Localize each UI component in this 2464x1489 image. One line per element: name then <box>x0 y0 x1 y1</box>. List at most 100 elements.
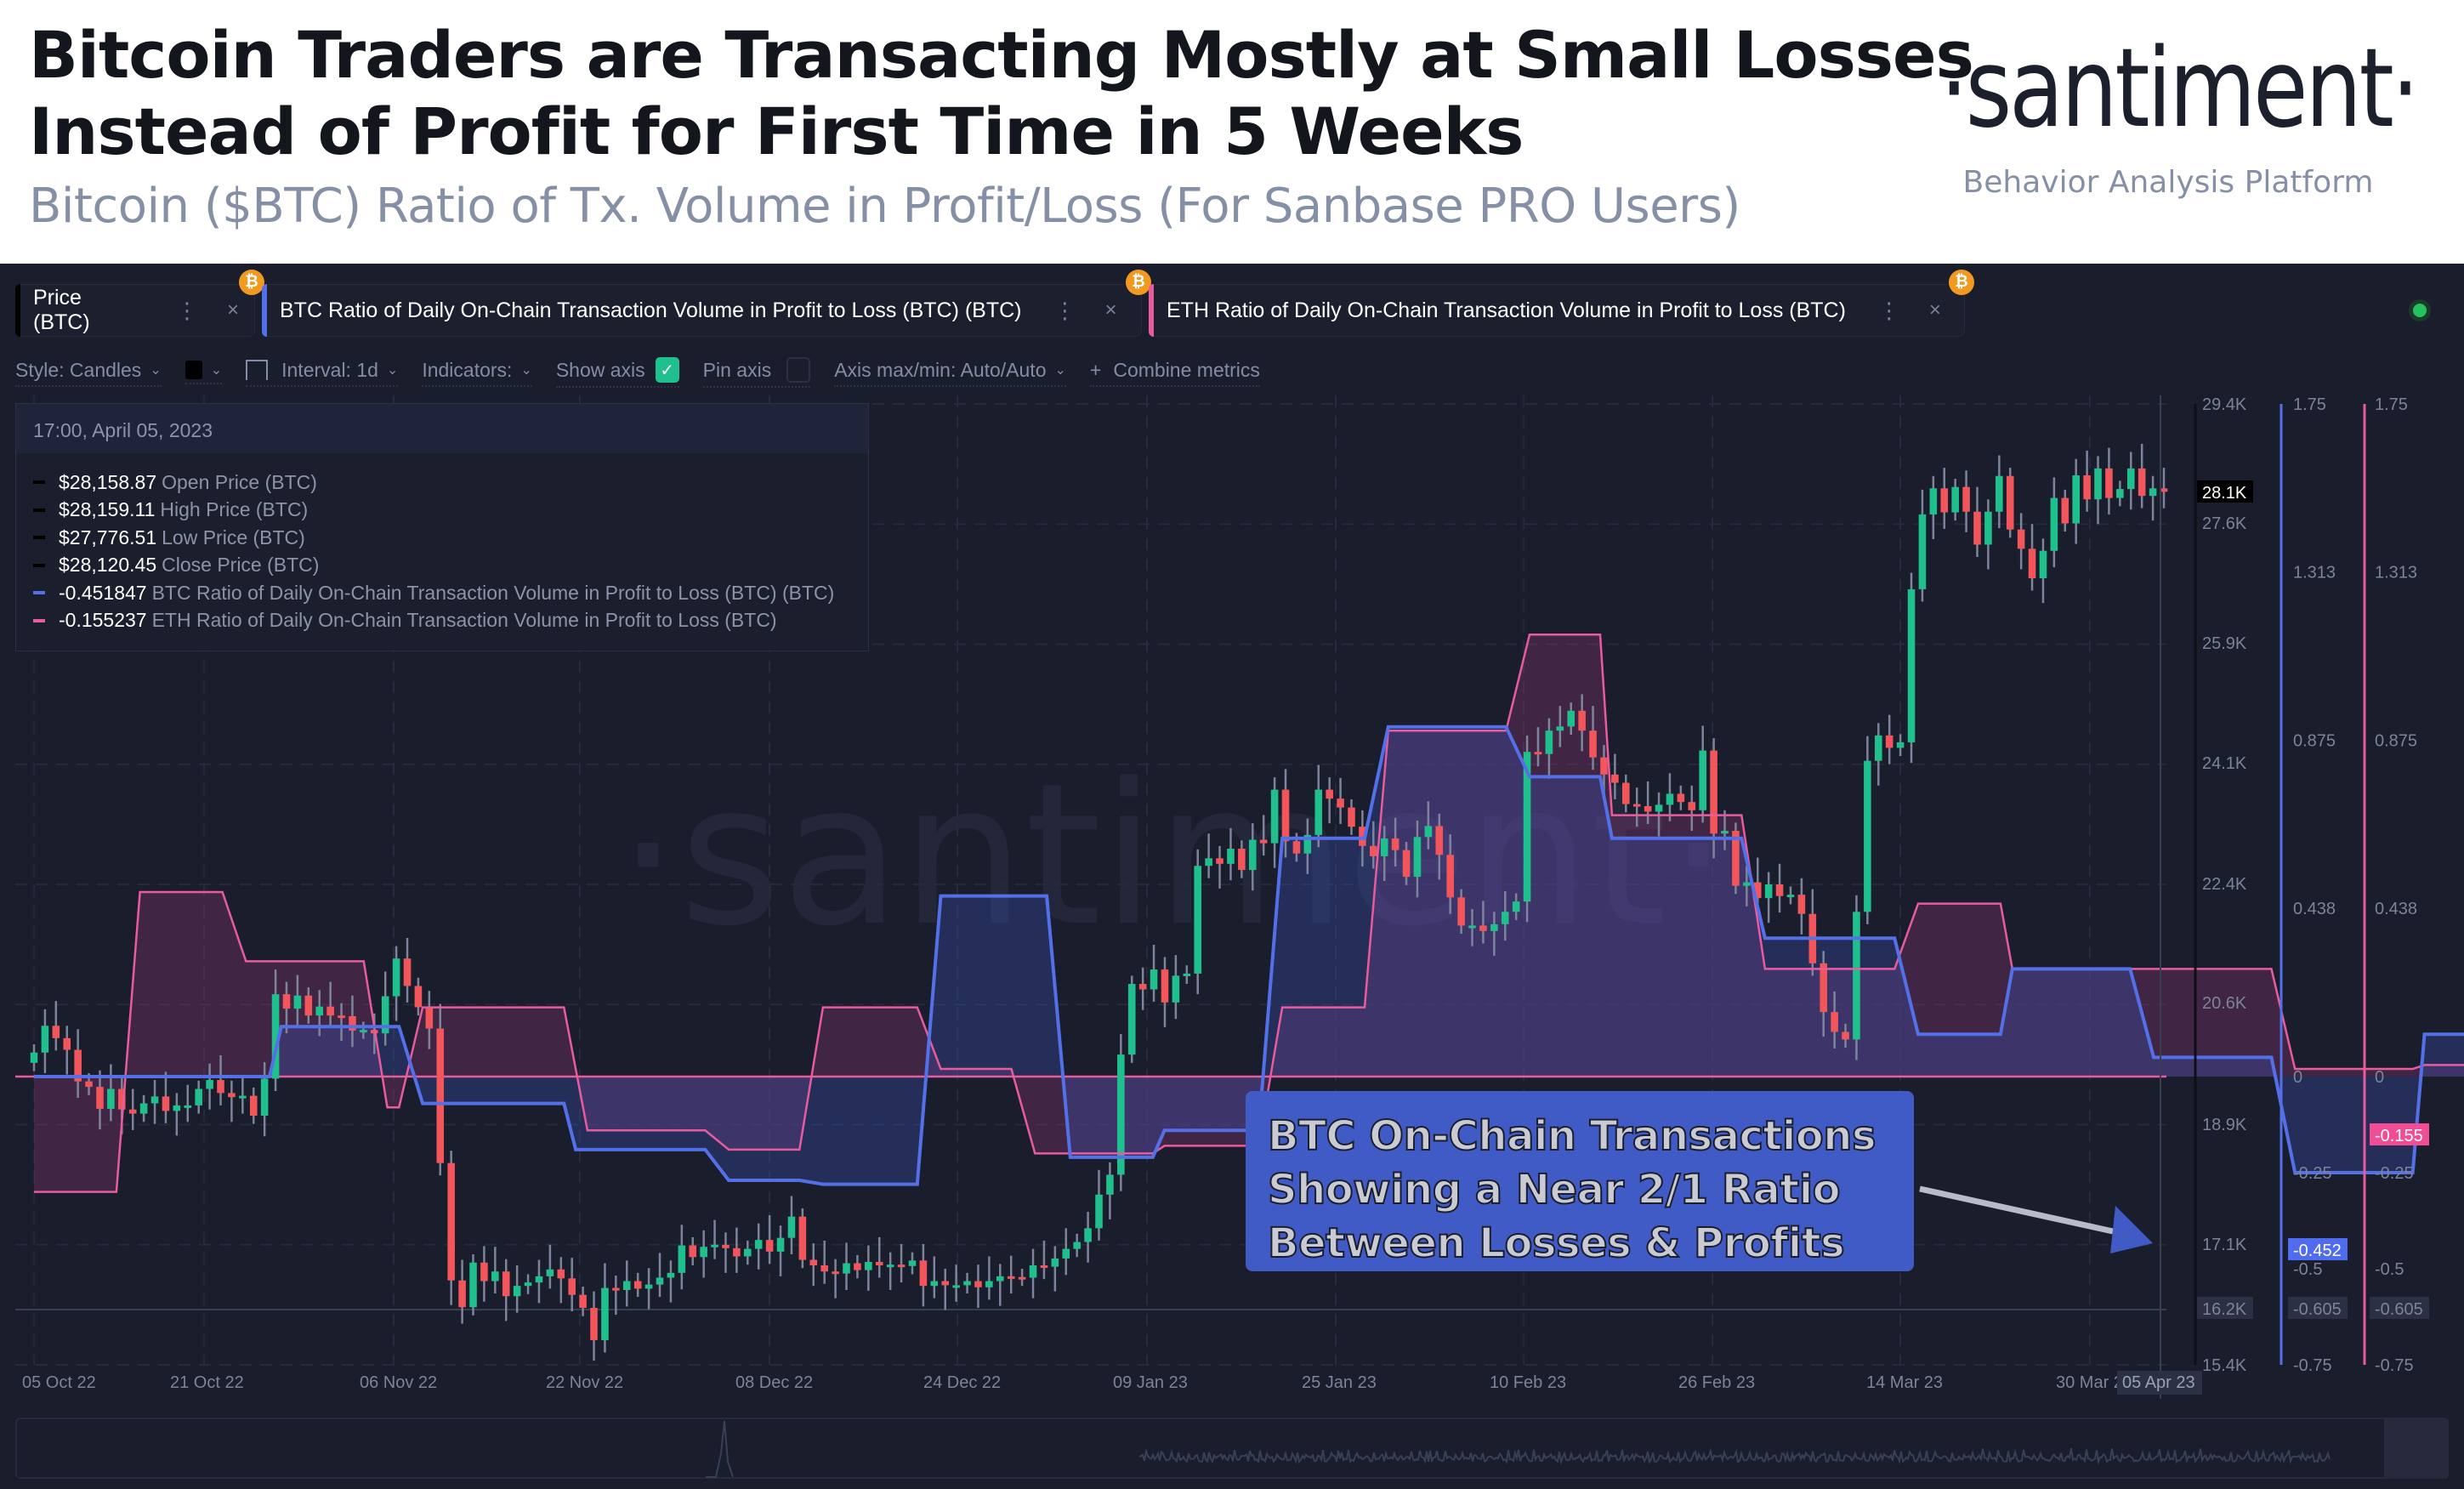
tab-accent <box>262 284 267 337</box>
headline-subtitle: Bitcoin ($BTC) Ratio of Tx. Volume in Pr… <box>29 179 1740 234</box>
candle-down <box>1326 789 1333 799</box>
candle-up <box>30 1052 38 1063</box>
tab-price-btc[interactable]: Price (BTC) ⋮ × ₿ <box>15 270 264 337</box>
candle-up <box>195 1088 202 1105</box>
tooltip-row: $28,159.11 High Price (BTC) <box>33 497 851 525</box>
candle-up <box>1062 1248 1070 1259</box>
annotation-line: Between Losses & Profits <box>1267 1219 1846 1268</box>
annotation-arrow-shaft <box>1919 1185 2114 1235</box>
eth-current-badge: -0.155 <box>2375 1127 2423 1145</box>
x-axis-highlight: 05 Apr 23 <box>2122 1373 2195 1392</box>
candle-up <box>1073 1242 1081 1249</box>
candle-up <box>1699 750 1706 810</box>
candle-up <box>1127 984 1136 1055</box>
btc-axis-tick: 0.438 <box>2293 900 2336 918</box>
candle-down <box>2061 497 2069 524</box>
candle-up <box>1545 730 1553 754</box>
candle-down <box>63 1037 71 1050</box>
candle-down <box>832 1271 839 1275</box>
candle-up <box>1183 973 1191 976</box>
candle-up <box>2116 489 2124 498</box>
navigator-window-handle[interactable] <box>2384 1419 2447 1479</box>
candle-down <box>162 1096 170 1111</box>
candle-up <box>1556 726 1564 731</box>
candle-down <box>2006 475 2014 530</box>
price-min-badge-bg <box>2197 1297 2253 1319</box>
candle-up <box>271 994 280 1079</box>
candle-up <box>1853 912 1860 1040</box>
x-axis-tick: 24 Dec 22 <box>923 1373 1001 1392</box>
candle-down <box>1611 774 1619 783</box>
watermark-text: ·santiment· <box>617 742 1729 969</box>
candle-up <box>491 1271 499 1282</box>
kebab-menu-icon[interactable]: ⋮ <box>1053 297 1076 323</box>
candle-up <box>1655 804 1663 812</box>
timeline-navigator[interactable] <box>15 1418 2449 1479</box>
candle-down <box>349 1015 356 1031</box>
candle-down <box>1589 730 1597 758</box>
candle-down <box>1732 831 1740 886</box>
navigator-line <box>1138 1447 2331 1465</box>
candle-down <box>919 1260 928 1287</box>
btc-axis-tick: 1.75 <box>2293 395 2326 414</box>
candle-down <box>1259 839 1268 844</box>
candle-up <box>952 1285 960 1288</box>
bitcoin-icon: ₿ <box>1126 270 1151 295</box>
close-icon[interactable]: × <box>1928 298 1941 321</box>
candle-up <box>644 1284 653 1289</box>
navigator-spike <box>706 1420 734 1478</box>
combine-metrics-button[interactable]: + Combine metrics <box>1089 359 1260 387</box>
candle-down <box>480 1262 488 1282</box>
tooltip-label: ETH Ratio of Daily On-Chain Transaction … <box>151 609 777 632</box>
price-axis-tick: 25.9K <box>2202 634 2247 653</box>
candle-down <box>820 1265 828 1272</box>
candle-up <box>930 1281 939 1287</box>
series-area <box>34 726 2464 1185</box>
pin-axis-label: Pin axis <box>702 358 772 381</box>
color-picker[interactable]: ⌄ <box>185 361 223 384</box>
close-icon[interactable]: × <box>1104 298 1117 321</box>
kebab-menu-icon[interactable]: ⋮ <box>1877 297 1900 323</box>
btc-min-badge-bg <box>2288 1297 2348 1319</box>
interval-dropdown[interactable]: Interval: 1d ⌄ <box>246 359 399 387</box>
tab-btc-ratio[interactable]: BTC Ratio of Daily On-Chain Transaction … <box>262 270 1151 337</box>
candle-down <box>1457 897 1465 926</box>
tab-label: Price (BTC) <box>33 286 90 334</box>
close-icon[interactable]: × <box>226 298 239 321</box>
candle-up <box>293 995 302 1009</box>
candle-up <box>1303 834 1312 854</box>
candle-up <box>392 958 400 997</box>
candle-down <box>1973 511 1981 545</box>
candle-up <box>1095 1194 1103 1229</box>
tooltip-row: $27,776.51 Low Price (BTC) <box>33 524 851 552</box>
kebab-menu-icon[interactable]: ⋮ <box>175 297 198 323</box>
x-axis-tick: 21 Oct 22 <box>170 1373 244 1392</box>
candle-down <box>1797 895 1806 914</box>
tab-eth-ratio[interactable]: ETH Ratio of Daily On-Chain Transaction … <box>1149 270 1974 337</box>
candle-up <box>1743 882 1751 886</box>
x-axis-tick: 05 Oct 22 <box>22 1373 96 1392</box>
annotation-line: BTC On-Chain Transactions <box>1267 1111 1877 1161</box>
candle-up <box>667 1272 675 1278</box>
style-dropdown[interactable]: Style: Candles ⌄ <box>15 359 162 387</box>
chart-settings-bar: Style: Candles ⌄ ⌄ Interval: 1d ⌄ Indica… <box>15 355 1284 389</box>
price-axis-tick: 15.4K <box>2202 1356 2247 1375</box>
show-axis-toggle[interactable]: Show axis ✓ <box>555 357 679 388</box>
candle-up <box>150 1096 159 1104</box>
candle-up <box>1413 837 1422 878</box>
axis-minmax-dropdown[interactable]: Axis max/min: Auto/Auto ⌄ <box>834 359 1066 387</box>
checkbox-unchecked-icon[interactable] <box>786 357 811 383</box>
pin-axis-toggle[interactable]: Pin axis <box>702 357 811 388</box>
x-highlight-bg <box>2117 1371 2202 1395</box>
tooltip-row: -0.155237 ETH Ratio of Daily On-Chain Tra… <box>33 607 851 635</box>
indicators-dropdown[interactable]: Indicators: ⌄ <box>422 359 532 387</box>
chevron-down-icon: ⌄ <box>1054 363 1066 378</box>
candle-up <box>206 1080 213 1089</box>
candle-down <box>1820 963 1828 1013</box>
checkbox-checked-icon[interactable]: ✓ <box>655 357 679 383</box>
candle-up <box>1106 1174 1114 1195</box>
chart-canvas[interactable]: ·santiment· 29.4K 27.6K 25.9K 24.1K 22.4K 20.6… <box>0 264 2464 1489</box>
candle-up <box>1501 912 1509 924</box>
candle-down <box>1138 984 1147 990</box>
candle-down <box>1885 735 1893 748</box>
